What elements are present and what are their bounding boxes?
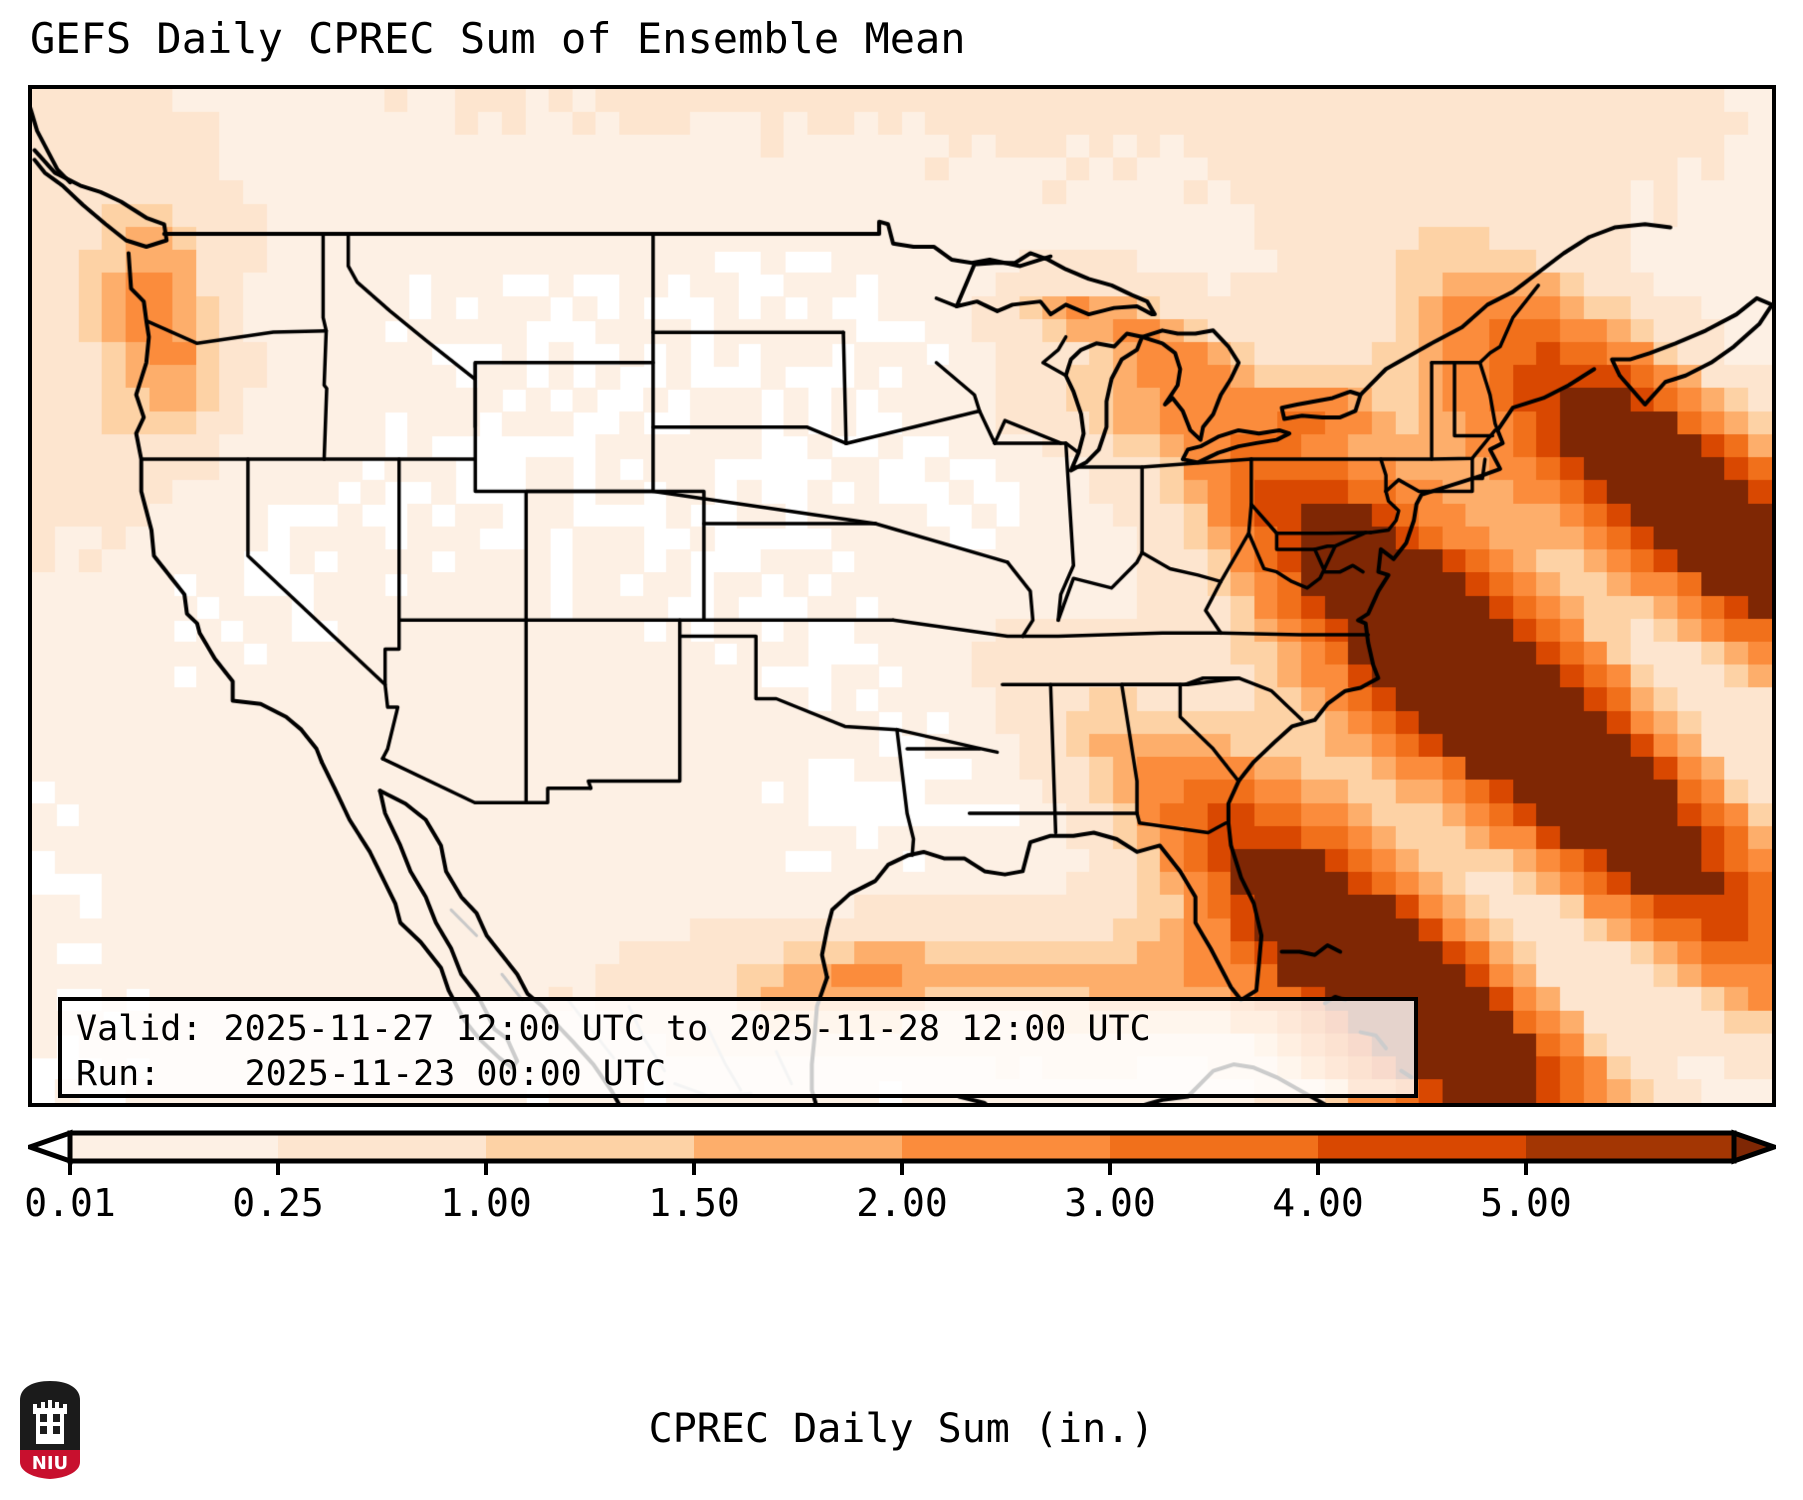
colorbar-segment bbox=[1110, 1133, 1319, 1161]
colorbar-segment bbox=[902, 1133, 1111, 1161]
map-panel bbox=[28, 85, 1776, 1107]
colorbar-tick-label: 1.50 bbox=[648, 1181, 740, 1225]
colorbar-segment bbox=[70, 1133, 279, 1161]
colorbar-tick-label: 5.00 bbox=[1480, 1181, 1572, 1225]
colorbar: 0.01 0.25 1.00 1.50 2.00 3.00 4.00 5.00 bbox=[24, 1125, 1776, 1245]
niu-shield-icon: NIU bbox=[20, 1381, 80, 1479]
colorbar-tick-label: 3.00 bbox=[1064, 1181, 1156, 1225]
colorbar-tick-label: 0.01 bbox=[24, 1181, 116, 1225]
page-title: GEFS Daily CPREC Sum of Ensemble Mean bbox=[30, 14, 966, 63]
colorbar-extend-high bbox=[1731, 1129, 1776, 1165]
colorbar-segment bbox=[278, 1133, 487, 1161]
run-time-line: Run: 2025-11-23 00:00 UTC bbox=[76, 1054, 667, 1094]
colorbar-tick-label: 1.00 bbox=[440, 1181, 532, 1225]
colorbar-tick-label: 4.00 bbox=[1272, 1181, 1364, 1225]
colorbar-axis-label: CPREC Daily Sum (in.) bbox=[648, 1406, 1155, 1452]
niu-wordmark: NIU bbox=[32, 1453, 68, 1474]
colorbar-segment bbox=[1526, 1133, 1735, 1161]
colorbar-segment bbox=[694, 1133, 903, 1161]
colorbar-tick-label: 2.00 bbox=[856, 1181, 948, 1225]
colorbar-extend-low bbox=[28, 1129, 73, 1165]
niu-logo: NIU bbox=[16, 1378, 84, 1482]
colorbar-segment bbox=[486, 1133, 695, 1161]
colorbar-swatches bbox=[28, 1129, 1776, 1175]
colorbar-tick-labels: 0.01 0.25 1.00 1.50 2.00 3.00 4.00 5.00 bbox=[24, 1181, 1776, 1241]
colorbar-segment bbox=[1318, 1133, 1527, 1161]
valid-time-line: Valid: 2025-11-27 12:00 UTC to 2025-11-2… bbox=[76, 1009, 1151, 1049]
precipitation-map-canvas bbox=[32, 89, 1772, 1103]
forecast-info-box: Valid: 2025-11-27 12:00 UTC to 2025-11-2… bbox=[58, 997, 1418, 1098]
colorbar-tick-label: 0.25 bbox=[232, 1181, 324, 1225]
